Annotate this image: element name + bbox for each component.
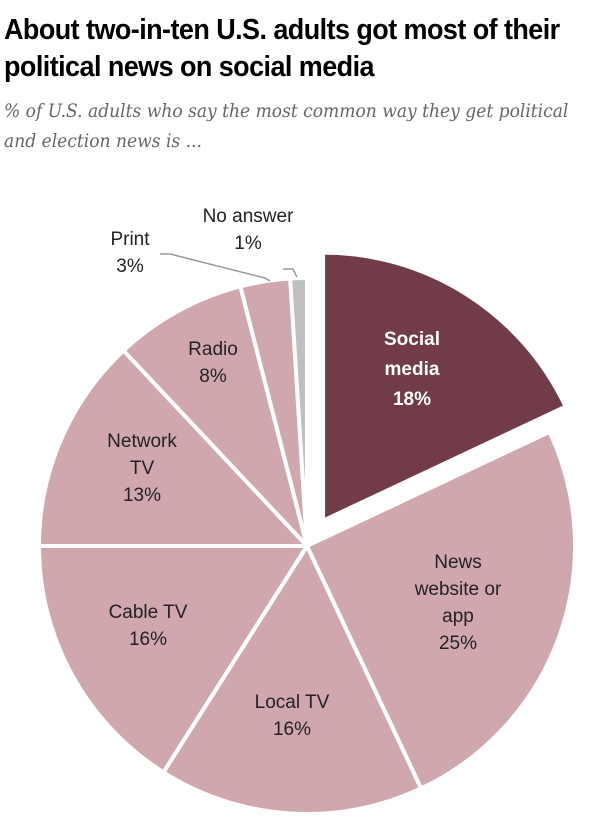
chart-title: About two-in-ten U.S. adults got most of… [4,14,560,83]
slice-value-label: 18% [393,389,431,410]
leader-line-print [160,253,271,282]
slice-name-label: app [442,606,474,627]
slice-label: Network TV 13% [107,431,177,506]
slice-label: Social media 18% [384,329,440,410]
leader-line-no-answer [283,268,298,278]
slice-name-label: Radio [188,339,238,360]
slice-name-label: Network [107,431,177,452]
pie-slice-radio [121,284,309,548]
slice-value-label: 13% [123,485,161,506]
pie-slice-network-tv [37,348,309,548]
slice-label: Radio 8% [188,339,238,387]
slice-name-label: Print [110,229,150,250]
slice-name-label: media [385,359,440,380]
slice-name-label: News [434,552,482,573]
slice-name-label: website or [414,579,502,600]
pie-slice-cable-tv [37,544,309,775]
slice-value-label: 8% [199,366,227,387]
slice-value-label: 3% [116,256,144,277]
pie-slice-no-answer [288,276,309,548]
slice-value-label: 25% [439,633,477,654]
slice-label: Local TV 16% [255,692,330,740]
slice-label: No answer 1% [203,206,294,254]
slice-name-label: Local TV [255,692,330,713]
slice-label: Cable TV 16% [109,602,188,650]
pie-slice-local-tv [161,544,424,816]
slice-name-label: TV [130,458,155,479]
slice-name-label: Social [384,329,440,350]
slice-value-label: 1% [234,233,262,254]
pie-slice-social-media [321,250,568,523]
pie-slice-news-website-or-app [305,429,577,791]
slice-value-label: 16% [273,719,311,740]
slice-label: Print 3% [110,229,150,277]
slice-label: News website or app 25% [414,552,502,654]
slice-name-label: No answer [203,206,294,227]
slice-name-label: Cable TV [109,602,188,623]
chart-subtitle: % of U.S. adults who say the most common… [4,100,569,152]
slice-value-label: 16% [129,629,167,650]
